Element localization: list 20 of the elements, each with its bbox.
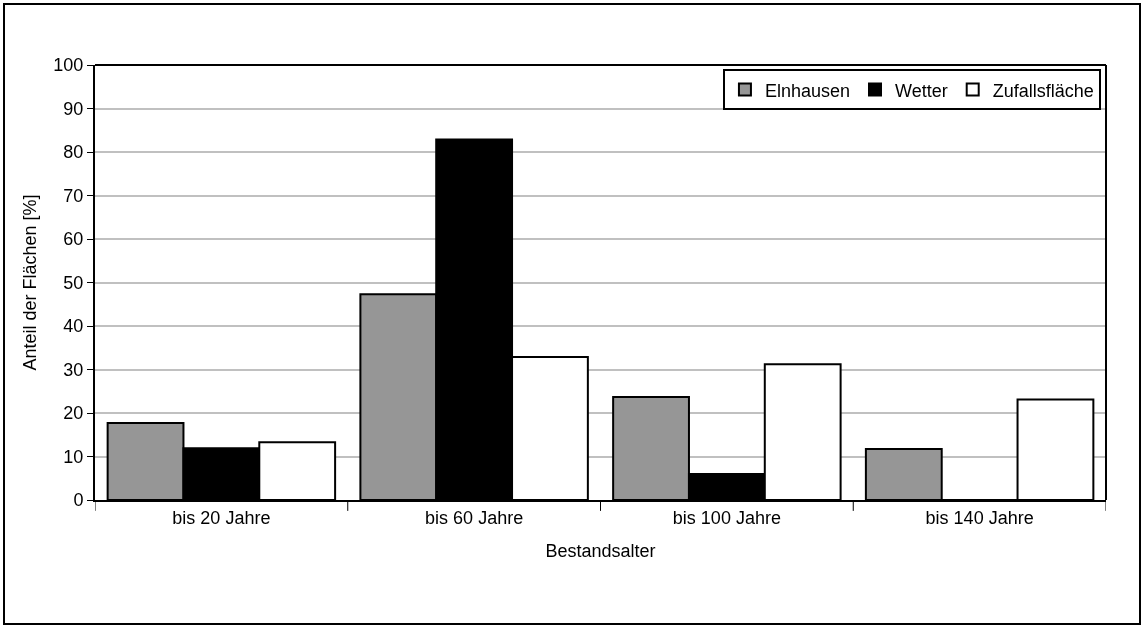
y-tick-label: 40 — [63, 316, 84, 337]
x-tick-label: bis 60 Jahre — [425, 507, 524, 528]
y-tick-label: 70 — [63, 185, 84, 206]
x-tick-label: bis 20 Jahre — [172, 507, 271, 528]
y-tick-label: 10 — [63, 446, 84, 467]
legend-label: Elnhausen — [764, 80, 851, 101]
y-tick-label: 60 — [63, 229, 84, 250]
y-tick-label: 20 — [63, 403, 84, 424]
y-tick-label: 100 — [53, 55, 84, 76]
legend-label: Wetter — [895, 80, 948, 101]
y-tick-label: 50 — [63, 272, 84, 293]
y-tick-label: 90 — [63, 98, 84, 119]
y-axis-title: Anteil der Flächen [%] — [20, 194, 41, 371]
x-axis-title: Bestandsalter — [545, 541, 656, 562]
x-tick-label: bis 100 Jahre — [672, 507, 781, 528]
legend-label: Zufallsfläche — [992, 80, 1094, 101]
y-tick-label: 0 — [73, 490, 84, 511]
x-tick-label: bis 140 Jahre — [925, 507, 1034, 528]
y-tick-label: 30 — [63, 359, 84, 380]
y-tick-label: 80 — [63, 142, 84, 163]
